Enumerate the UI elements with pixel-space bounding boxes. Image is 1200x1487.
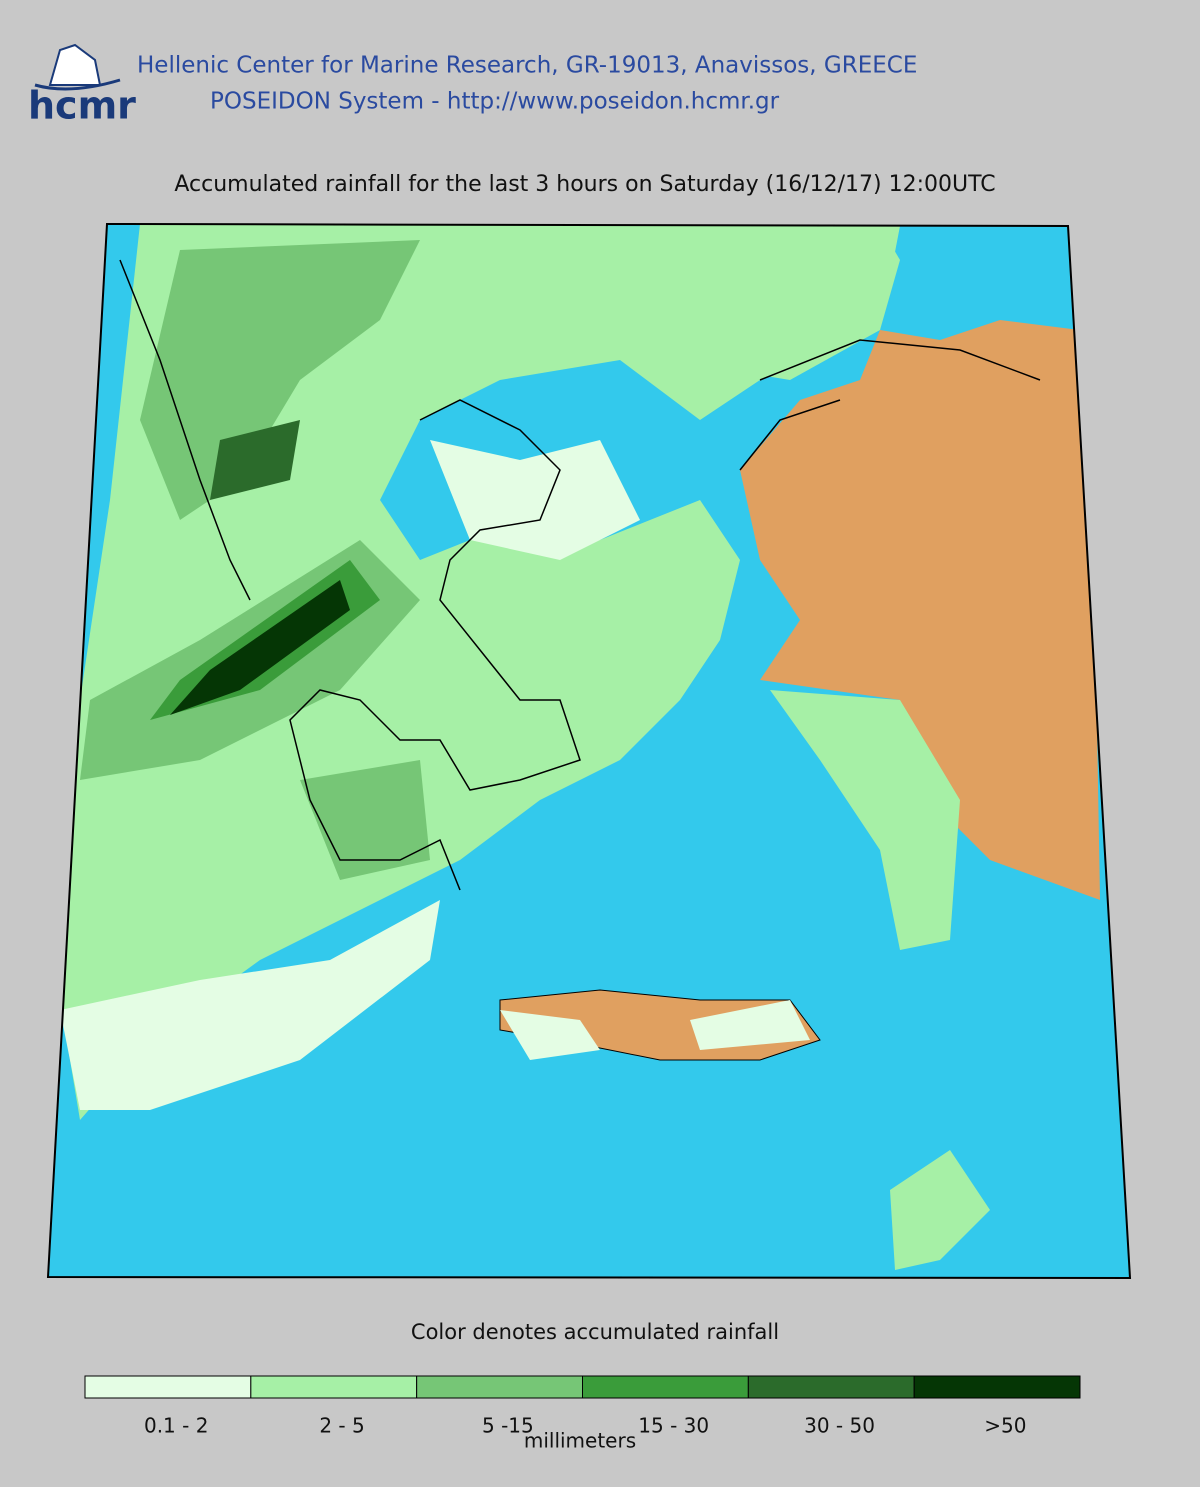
rain-area (210, 420, 300, 500)
coastline (119, 259, 251, 601)
legend-label: >50 (984, 1414, 1026, 1438)
rain-area (690, 1000, 810, 1050)
rain-area (170, 580, 350, 715)
legend-label: 5 -15 (482, 1414, 534, 1438)
map-title: Accumulated rainfall for the last 3 hour… (174, 172, 995, 197)
header-line: POSEIDON System - http://www.poseidon.hc… (210, 89, 780, 115)
land (740, 226, 1100, 900)
rain-area (770, 690, 960, 950)
map-frame (46, 222, 1132, 1280)
legend-swatch (582, 1375, 749, 1399)
legend-swatch (913, 1375, 1081, 1399)
coastline (739, 339, 1041, 471)
legend-caption: Color denotes accumulated rainfall (411, 1320, 779, 1344)
rain-area (700, 226, 900, 380)
legend-label: 15 - 30 (638, 1414, 709, 1438)
legend-swatch (250, 1375, 418, 1399)
rain-area (300, 760, 430, 880)
logo-text: hcmr (28, 84, 136, 128)
rain-area (60, 900, 440, 1110)
legend-unit: millimeters (524, 1429, 636, 1453)
header-line: Hellenic Center for Marine Research, GR-… (137, 53, 917, 79)
rain-area (890, 1150, 990, 1270)
rain-area (140, 240, 420, 520)
legend-label: 30 - 50 (804, 1414, 875, 1438)
rain-area (500, 1010, 600, 1060)
logo-sail (48, 43, 102, 86)
legend-label: 2 - 5 (319, 1414, 364, 1438)
legend: 0.1 - 2 2 - 5 5 -15 15 - 30 30 - 50 >50 (84, 1375, 1081, 1438)
map (48, 224, 1130, 1278)
logo-hull (34, 78, 121, 91)
coastline (289, 399, 581, 891)
legend-swatch (747, 1375, 915, 1399)
legend-label: 0.1 - 2 (144, 1414, 208, 1438)
legend-swatch (84, 1375, 252, 1399)
legend-swatch (416, 1375, 583, 1399)
logo: hcmr (28, 43, 136, 128)
